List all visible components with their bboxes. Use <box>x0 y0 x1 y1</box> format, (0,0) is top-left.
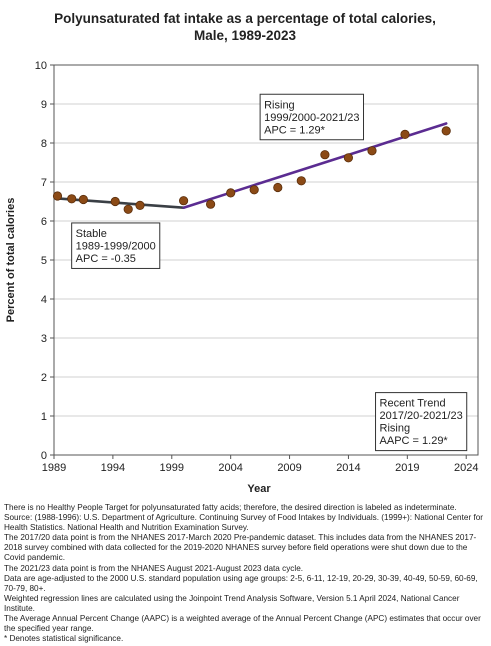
annotation-text: 1999/2000-2021/23 <box>264 112 359 124</box>
data-point <box>78 194 89 205</box>
annotation-text: Rising <box>264 99 295 111</box>
data-point <box>206 199 216 209</box>
data-point <box>179 196 189 206</box>
footnote: The 2017/20 data point is from the NHANE… <box>4 533 477 563</box>
data-point <box>135 200 145 210</box>
annotation-frame <box>375 392 468 452</box>
annotation-text: Recent Trend <box>380 398 446 410</box>
annotation-text: AAPC = 1.29* <box>380 435 449 447</box>
chart: Polyunsaturated fat intake as a percenta… <box>5 11 479 495</box>
annotation-text: APC = -0.35 <box>76 253 136 265</box>
y-tick-label: 2 <box>41 372 47 384</box>
trend-line-stable <box>56 197 185 209</box>
data-point <box>441 126 451 136</box>
y-axis-label: Percent of total calories <box>5 198 17 323</box>
y-tick-label: 8 <box>41 138 47 150</box>
footnote: The Average Annual Percent Change (AAPC)… <box>4 614 481 634</box>
annotation-text: Rising <box>380 423 411 435</box>
data-point <box>273 182 283 193</box>
y-tick-label: 1 <box>41 411 47 423</box>
footnote: Data are age-adjusted to the 2000 U.S. s… <box>4 573 478 593</box>
data-point <box>400 129 410 139</box>
data-point <box>226 188 236 198</box>
footnote: Source: (1988-1996): U.S. Department of … <box>4 513 483 533</box>
footnote: * Denotes statistical significance. <box>4 634 124 644</box>
y-tick-label: 3 <box>41 333 47 345</box>
data-point <box>296 176 306 186</box>
x-tick-label: 2004 <box>218 462 242 474</box>
y-tick-label: 10 <box>35 60 47 72</box>
annotation-text: Stable <box>76 228 107 240</box>
y-tick-label: 4 <box>41 294 47 306</box>
chart-subtitle: Male, 1989-2023 <box>194 28 297 43</box>
y-tick-label: 5 <box>41 255 47 267</box>
y-tick-label: 6 <box>41 216 47 228</box>
x-tick-label: 2019 <box>395 462 419 474</box>
data-point <box>320 150 330 160</box>
data-point <box>249 185 259 195</box>
data-point <box>67 194 77 204</box>
data-points <box>52 126 451 214</box>
data-point <box>110 196 120 207</box>
annotation-text: 2017/20-2021/23 <box>380 410 463 422</box>
x-tick-label: 2024 <box>454 462 478 474</box>
x-tick-label: 1999 <box>160 462 184 474</box>
chart-title: Polyunsaturated fat intake as a percenta… <box>54 11 436 26</box>
data-point <box>367 146 377 156</box>
footnote: The 2021/23 data point is from the NHANE… <box>4 563 304 573</box>
x-tick-label: 2014 <box>336 462 360 474</box>
annotation-text: APC = 1.29* <box>264 124 326 136</box>
footnote: There is no Healthy People Target for po… <box>4 503 457 512</box>
y-tick-label: 9 <box>41 99 47 111</box>
annotation-frame <box>259 93 365 141</box>
x-axis-label: Year <box>247 483 271 495</box>
annotation-frame <box>71 222 161 269</box>
axis-ticks: 0 1 2 3 4 5 6 7 8 9 10 1989 1994 1999 2004 2009 2014 2019… <box>35 60 479 474</box>
x-tick-label: 2009 <box>277 462 301 474</box>
data-point <box>52 191 63 201</box>
x-tick-label: 1989 <box>42 462 66 474</box>
x-tick-label: 1994 <box>101 462 125 474</box>
annotation-text: 1989-1999/2000 <box>76 240 156 252</box>
trend-lines <box>56 122 448 209</box>
footnotes: There is no Healthy People Target for po… <box>4 503 488 644</box>
data-point <box>343 153 353 163</box>
footnote: Weighted regression lines are calculated… <box>4 593 460 613</box>
data-point <box>123 204 133 214</box>
y-tick-label: 7 <box>41 177 47 189</box>
y-tick-label: 0 <box>41 450 47 462</box>
